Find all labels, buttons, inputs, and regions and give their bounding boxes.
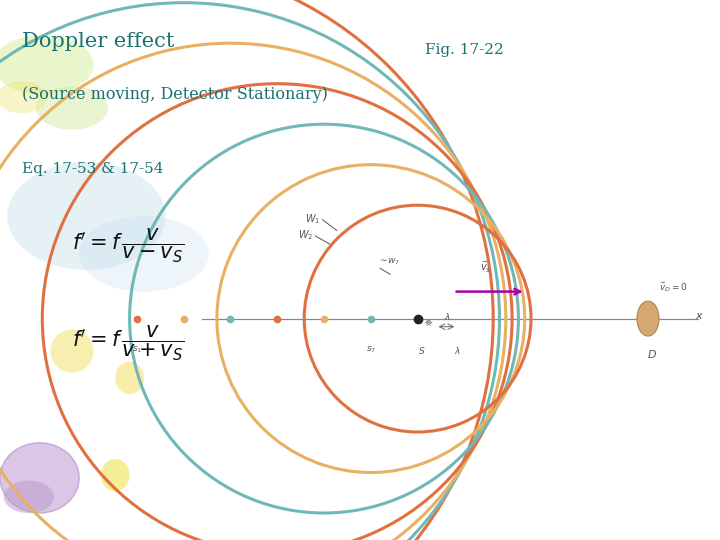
Ellipse shape	[79, 216, 209, 292]
Ellipse shape	[0, 35, 94, 94]
Text: (Source moving, Detector Stationary): (Source moving, Detector Stationary)	[22, 86, 328, 103]
Text: $f' = f \,\dfrac{v}{v + v_S}$: $f' = f \,\dfrac{v}{v + v_S}$	[72, 324, 184, 363]
Ellipse shape	[637, 301, 659, 336]
Ellipse shape	[50, 329, 94, 373]
Ellipse shape	[7, 162, 166, 270]
Text: $x$: $x$	[695, 311, 703, 321]
Text: $s_7$: $s_7$	[366, 345, 376, 355]
Ellipse shape	[115, 362, 144, 394]
Text: Doppler effect: Doppler effect	[22, 32, 174, 51]
Text: $f' = f \,\dfrac{v}{v - v_S}$: $f' = f \,\dfrac{v}{v - v_S}$	[72, 227, 184, 265]
Text: $\vec{v}_s$: $\vec{v}_s$	[480, 260, 492, 275]
Ellipse shape	[0, 81, 47, 113]
Text: $\vec{v}_D = 0$: $\vec{v}_D = 0$	[659, 281, 688, 294]
Text: $\lambda$: $\lambda$	[454, 345, 461, 356]
Text: $\sim\!w_7$: $\sim\!w_7$	[378, 257, 400, 267]
Ellipse shape	[4, 481, 54, 513]
Text: Fig. 17-22: Fig. 17-22	[425, 43, 503, 57]
Text: $W_1$: $W_1$	[305, 212, 320, 226]
Text: $s_1$: $s_1$	[132, 345, 142, 355]
Text: $W_2$: $W_2$	[298, 228, 313, 242]
Text: $\lambda$: $\lambda$	[444, 310, 451, 322]
Ellipse shape	[101, 459, 130, 491]
Text: $S$: $S$	[418, 345, 426, 356]
Text: $D$: $D$	[647, 348, 657, 360]
Ellipse shape	[0, 443, 79, 513]
Ellipse shape	[36, 86, 108, 130]
Text: Eq. 17-53 & 17-54: Eq. 17-53 & 17-54	[22, 162, 163, 176]
